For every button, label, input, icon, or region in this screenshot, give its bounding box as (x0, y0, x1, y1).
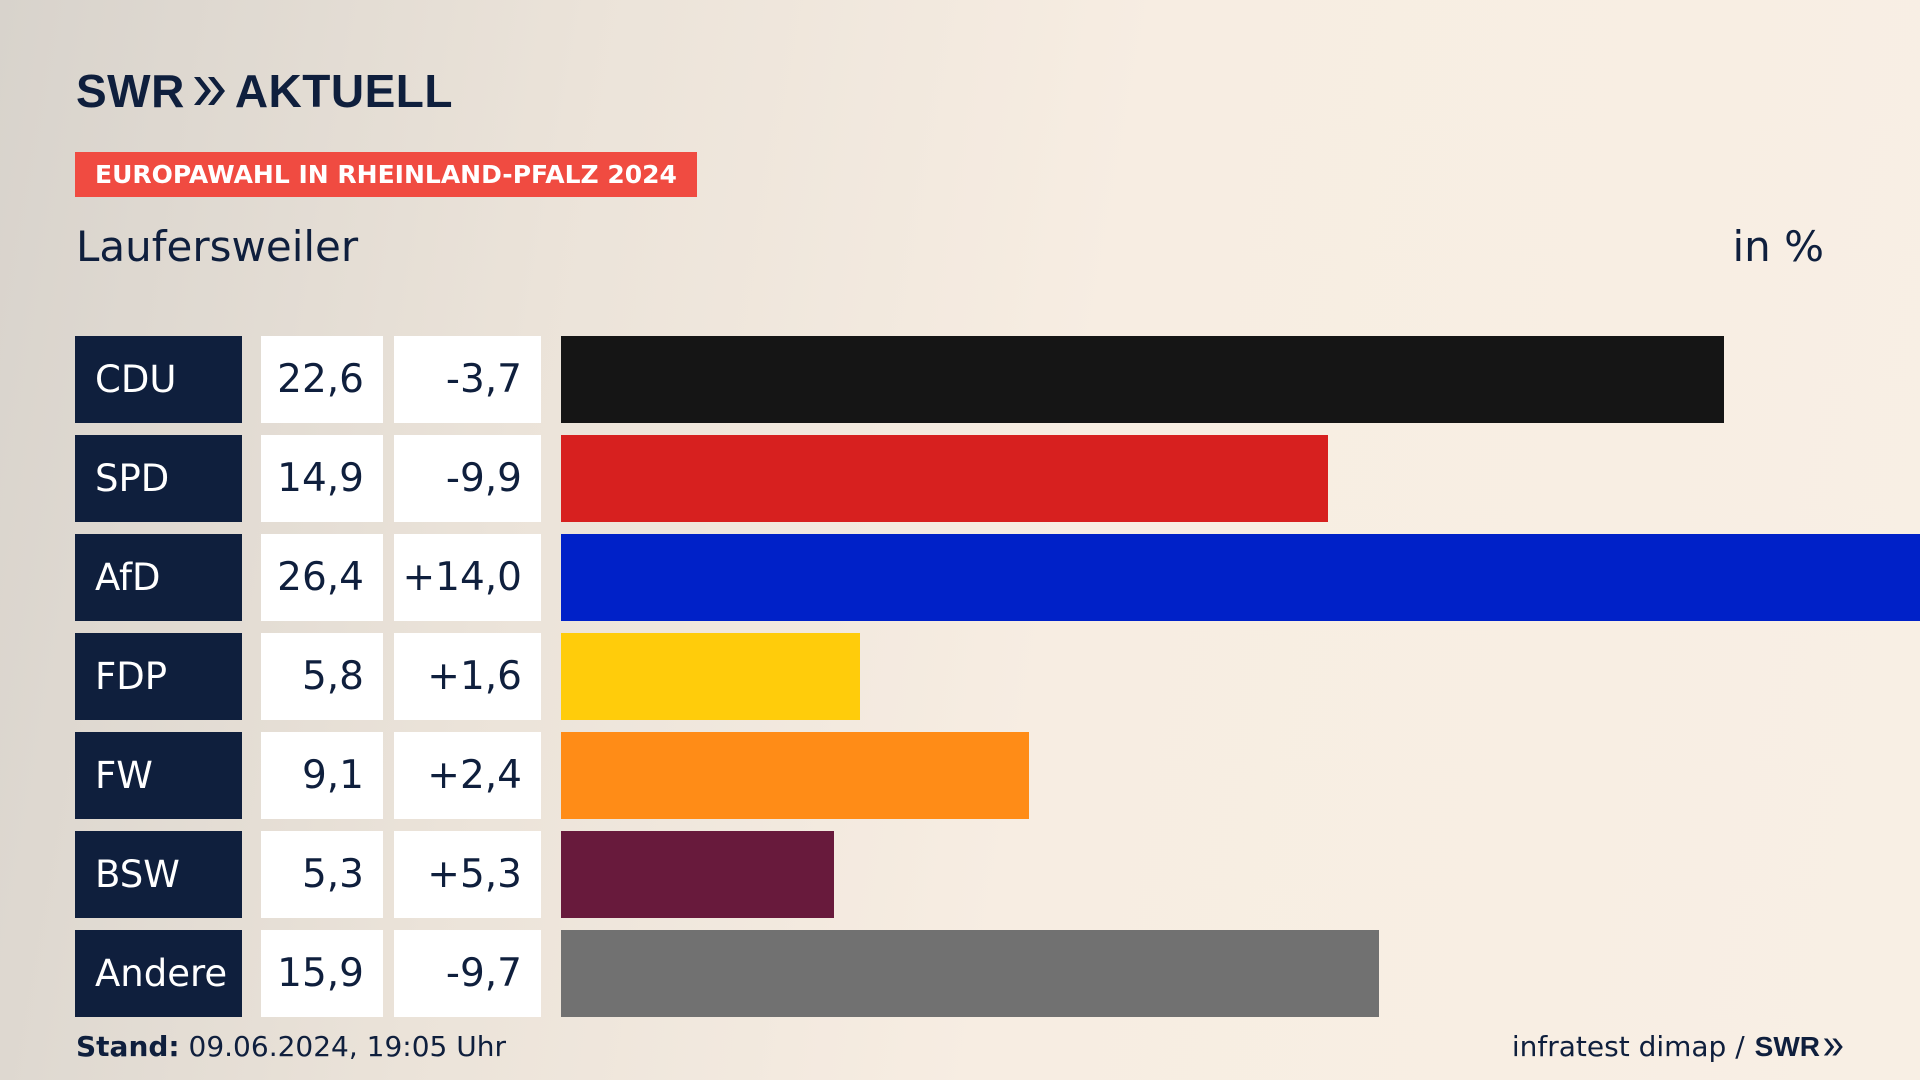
vote-share-bar (561, 633, 860, 720)
vote-share-change: +2,4 (394, 732, 541, 819)
party-label: Andere (75, 930, 242, 1017)
timestamp: Stand: 09.06.2024, 19:05 Uhr (76, 1030, 506, 1063)
vote-share-value: 22,6 (261, 336, 383, 423)
stand-value: 09.06.2024, 19:05 Uhr (188, 1030, 506, 1063)
vote-share-bar (561, 336, 1724, 423)
vote-share-value: 15,9 (261, 930, 383, 1017)
source-text: infratest dimap / (1511, 1030, 1745, 1063)
vote-share-value: 9,1 (261, 732, 383, 819)
vote-share-change: -9,9 (394, 435, 541, 522)
stand-label: Stand: (76, 1030, 180, 1063)
vote-share-change: -3,7 (394, 336, 541, 423)
election-tag: EUROPAWAHL IN RHEINLAND-PFALZ 2024 (75, 152, 697, 197)
vote-share-change: +14,0 (394, 534, 541, 621)
party-label: FDP (75, 633, 242, 720)
vote-share-value: 26,4 (261, 534, 383, 621)
vote-share-value: 5,3 (261, 831, 383, 918)
vote-share-change: +5,3 (394, 831, 541, 918)
party-label: FW (75, 732, 242, 819)
party-label: AfD (75, 534, 242, 621)
vote-share-bar (561, 534, 1920, 621)
footer-double-chevron-icon (1823, 1037, 1843, 1056)
logo-swr-text: SWR (76, 65, 185, 117)
vote-share-bar (561, 930, 1379, 1017)
footer-swr-logo: SWR (1754, 1030, 1820, 1062)
vote-share-change: -9,7 (394, 930, 541, 1017)
source-credit: infratest dimap / SWR (1512, 1030, 1844, 1063)
vote-share-change: +1,6 (394, 633, 541, 720)
logo-aktuell-text: AKTUELL (234, 65, 453, 117)
vote-share-bar (561, 435, 1328, 522)
municipality-title: Laufersweiler (76, 222, 359, 271)
unit-label: in % (1732, 222, 1824, 271)
party-label: BSW (75, 831, 242, 918)
vote-share-value: 5,8 (261, 633, 383, 720)
vote-share-bar (561, 732, 1029, 819)
party-label: CDU (75, 336, 242, 423)
party-label: SPD (75, 435, 242, 522)
swr-aktuell-logo: SWR AKTUELL (76, 68, 453, 114)
vote-share-bar (561, 831, 834, 918)
vote-share-value: 14,9 (261, 435, 383, 522)
double-chevron-icon (193, 77, 225, 105)
